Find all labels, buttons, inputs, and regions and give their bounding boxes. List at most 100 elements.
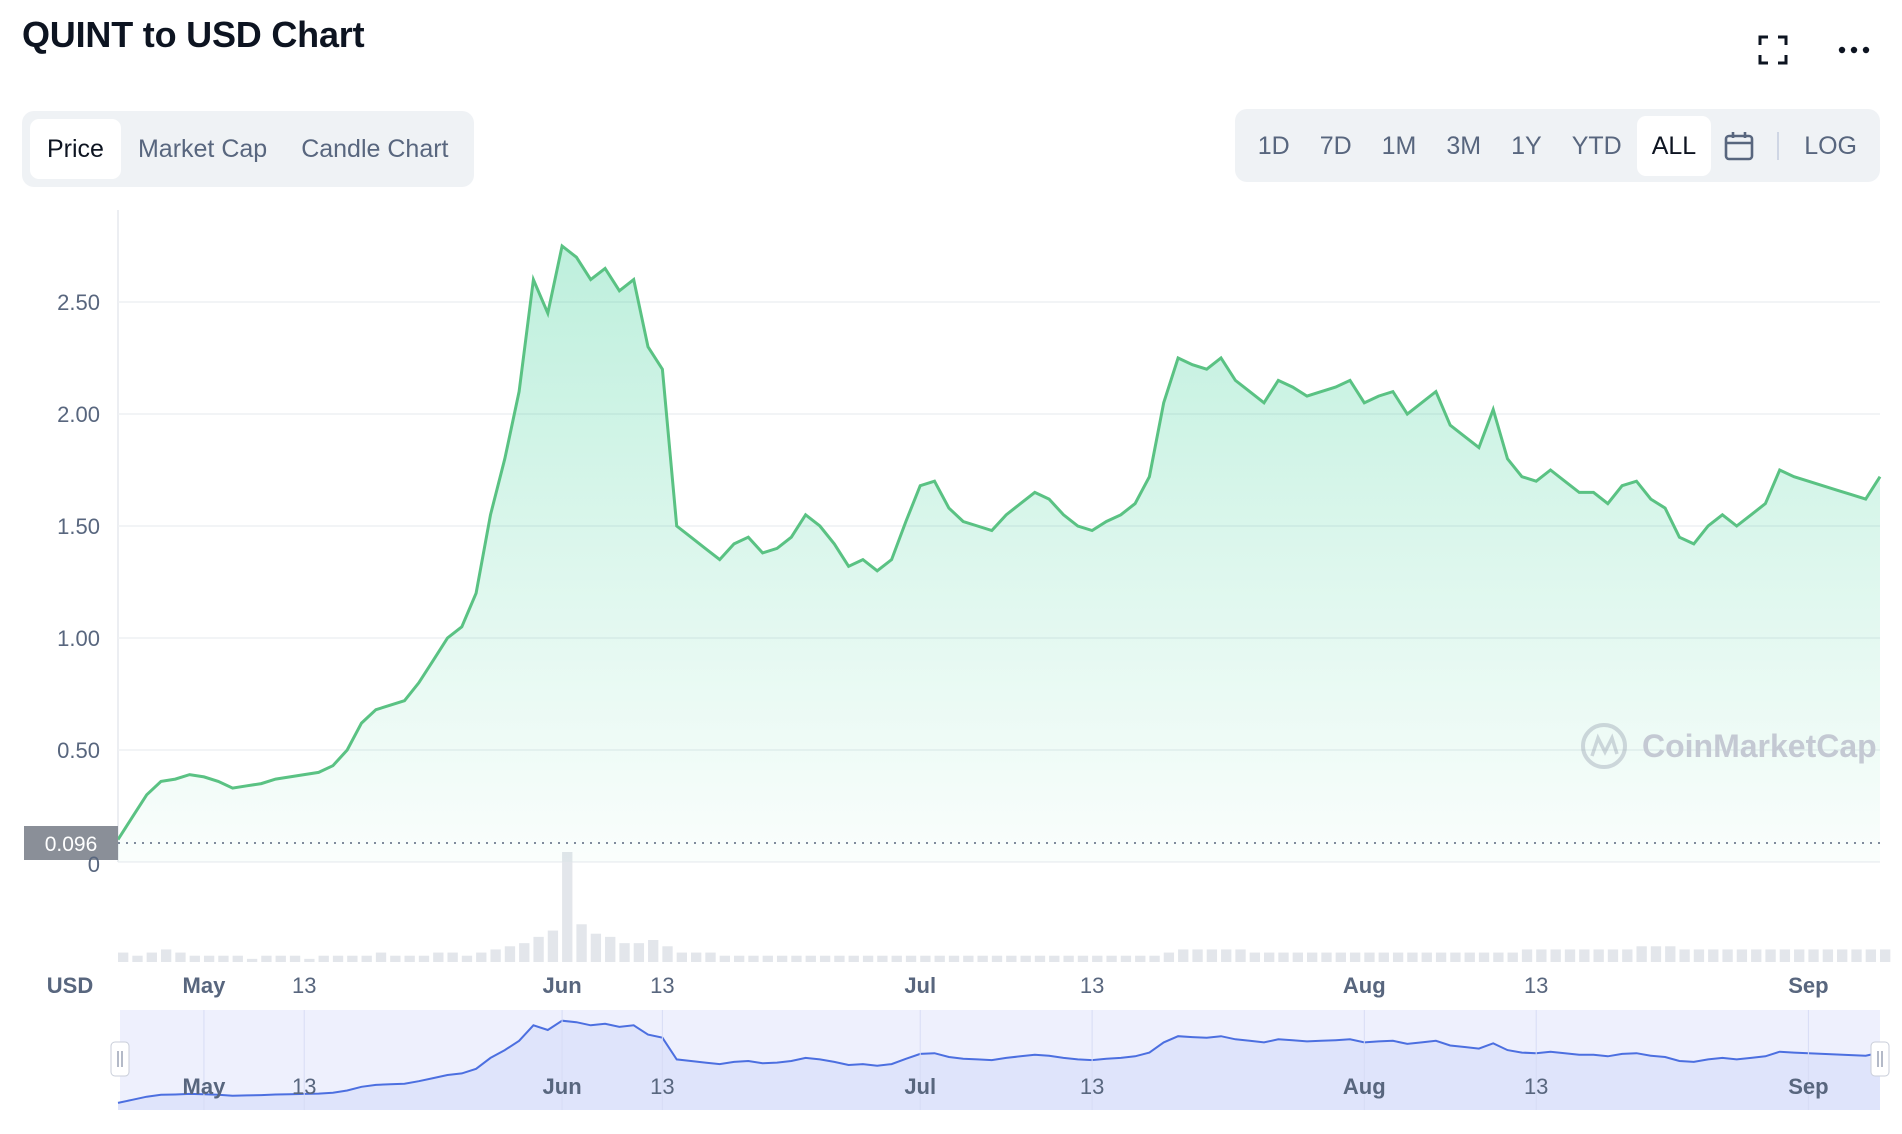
volume-bar [1822, 949, 1834, 962]
volume-bar [1650, 946, 1662, 962]
volume-bar [1794, 949, 1805, 962]
volume-bar [934, 955, 945, 962]
volume-bar [1450, 952, 1461, 962]
range-7d[interactable]: 7D [1319, 131, 1352, 160]
range-1m[interactable]: 1M [1381, 131, 1417, 160]
volume-bar [605, 936, 616, 962]
y-tick-label: 0.50 [57, 738, 100, 763]
volume-bar [1020, 955, 1031, 962]
volume-bar [805, 955, 816, 962]
y-tick-label: 1.50 [57, 514, 100, 539]
volume-bar [1435, 952, 1447, 962]
volume-bar [1837, 949, 1848, 962]
volume-bar [1392, 952, 1404, 962]
volume-bar [1192, 949, 1203, 962]
volume-bar [418, 955, 430, 962]
volume-bar [1120, 955, 1132, 962]
volume-bar [146, 952, 157, 962]
volume-bar [819, 955, 831, 962]
range-1d[interactable]: 1D [1257, 131, 1290, 160]
volume-bar [246, 958, 258, 962]
price-area [118, 246, 1880, 862]
range-all[interactable]: ALL [1636, 115, 1712, 176]
navigator-tick-label: Jun [543, 1074, 582, 1099]
volume-bar [1063, 955, 1074, 962]
price-line [116, 243, 1882, 841]
volume-bar [1808, 949, 1819, 962]
volume-bar [533, 936, 544, 962]
volume-bar [1636, 946, 1647, 962]
volume-bar [1665, 946, 1676, 962]
volume-bar [719, 955, 730, 962]
x-tick-label: 13 [1080, 973, 1104, 998]
volume-bar [1779, 949, 1791, 962]
navigator-tick-label: 13 [292, 1074, 316, 1099]
volume-bar [1736, 949, 1748, 962]
volume-bar [562, 852, 573, 962]
watermark-text: CoinMarketCap [1642, 728, 1877, 764]
y-tick-label: 2.00 [57, 402, 100, 427]
volume-bar [1206, 949, 1218, 962]
volume-bar [1006, 955, 1017, 962]
tab-market-cap[interactable]: Market Cap [137, 135, 268, 163]
volume-bar [203, 955, 215, 962]
volume-bar [1235, 949, 1246, 962]
volume-bar [1865, 949, 1876, 962]
calendar-icon[interactable] [1711, 116, 1767, 176]
volume-bar [404, 955, 415, 962]
volume-bar [160, 949, 172, 962]
volume-bar [1321, 952, 1332, 962]
navigator-tick-label: 13 [1524, 1074, 1548, 1099]
volume-bar [1178, 949, 1189, 962]
volume-bar [118, 952, 129, 962]
fullscreen-icon[interactable] [1751, 28, 1795, 72]
volume-bar [1278, 952, 1289, 962]
volume-bar [1751, 949, 1762, 962]
volume-bar [1851, 949, 1862, 962]
x-tick-label: Jun [543, 973, 582, 998]
volume-bar [218, 955, 229, 962]
volume-bar [862, 955, 874, 962]
x-tick-label: 13 [292, 973, 316, 998]
volume-bar [490, 949, 501, 962]
range-divider [1777, 131, 1780, 160]
volume-bar [1135, 955, 1146, 962]
currency-label: USD [47, 973, 93, 998]
chart-type-tabs: Price Market Cap Candle Chart [22, 111, 474, 187]
log-toggle[interactable]: LOG [1804, 131, 1857, 160]
range-ytd[interactable]: YTD [1571, 131, 1622, 160]
volume-bar [1306, 952, 1318, 962]
volume-bar [1593, 949, 1604, 962]
volume-bar [991, 955, 1003, 962]
tab-price[interactable]: Price [30, 119, 121, 179]
x-tick-label: Sep [1788, 973, 1828, 998]
range-1y[interactable]: 1Y [1511, 131, 1542, 160]
volume-bar [1622, 949, 1633, 962]
tab-candle-chart[interactable]: Candle Chart [301, 135, 449, 163]
y-tick-label: 2.50 [57, 290, 100, 315]
volume-bar [304, 958, 315, 962]
x-tick-label: Jul [904, 973, 936, 998]
volume-bar [676, 952, 688, 962]
volume-bar [1106, 955, 1117, 962]
volume-bar [1364, 952, 1375, 962]
range-3m[interactable]: 3M [1446, 131, 1482, 160]
volume-bar [834, 955, 845, 962]
volume-bar [691, 952, 702, 962]
more-options-icon[interactable] [1832, 28, 1876, 72]
navigator-tick-label: May [183, 1074, 227, 1099]
volume-bar [733, 955, 745, 962]
x-tick-label: 13 [1524, 973, 1548, 998]
volume-bar [662, 946, 673, 962]
navigator-right-handle[interactable] [1870, 1041, 1890, 1077]
volume-bar [433, 952, 444, 962]
navigator-line [117, 1019, 1881, 1104]
volume-bar [1564, 949, 1576, 962]
navigator-left-handle[interactable] [110, 1041, 130, 1077]
volume-bar [504, 946, 516, 962]
volume-bar [1421, 952, 1432, 962]
volume-bar [461, 955, 473, 962]
volume-bar [375, 952, 387, 962]
volume-bar [705, 952, 716, 962]
